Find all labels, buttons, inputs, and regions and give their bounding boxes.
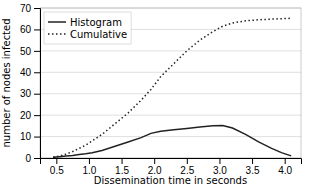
y-axis: 0 10 20 30 40 50 60 70: [20, 3, 41, 164]
tick-mark: [34, 72, 40, 73]
tick-mark: [154, 158, 155, 164]
grid: [40, 8, 301, 158]
tick: 1.0: [82, 158, 96, 176]
grid-line: [40, 72, 301, 73]
tick-mark: [34, 29, 40, 30]
series-line: [53, 125, 291, 157]
tick-mark: [34, 115, 40, 116]
tick-mark: [122, 158, 123, 164]
tick-mark: [89, 158, 90, 164]
x-axis-title: Dissemination time in seconds: [94, 175, 247, 186]
tick-label: 4.0: [278, 165, 292, 176]
tick-mark: [285, 158, 286, 164]
axis-line: [34, 9, 41, 159]
legend: HistogramCumulative: [44, 12, 131, 44]
lines: [53, 18, 291, 157]
plot: 0.5 1.0 1.5 2.0 2.5 3.0 3.5 4.0 0 10 20 30 40 50 60 70 H…: [20, 3, 302, 176]
tick-label: 0: [25, 153, 31, 164]
grid-line: [40, 136, 301, 137]
tick-label: 20: [20, 110, 32, 121]
plot-frame: [40, 8, 301, 158]
tick-mark: [34, 158, 40, 159]
legend-label: Cumulative: [70, 29, 127, 40]
tick-mark: [34, 137, 40, 138]
tick: 10: [20, 131, 40, 142]
tick-mark: [252, 158, 253, 164]
tick: 2.5: [180, 158, 194, 176]
tick: 50: [20, 46, 40, 57]
tick: 30: [20, 88, 40, 99]
tick: 20: [20, 110, 40, 121]
tick: 60: [20, 24, 40, 35]
tick-mark: [187, 158, 188, 164]
tick-mark: [34, 51, 40, 52]
tick-mark: [219, 158, 220, 164]
tick: 0.5: [50, 158, 64, 176]
tick-label: 3.5: [246, 165, 260, 176]
tick-label: 0.5: [50, 165, 64, 176]
tick: 40: [20, 67, 40, 78]
tick-label: 50: [20, 46, 32, 57]
x-axis: 0.5 1.0 1.5 2.0 2.5 3.0 3.5 4.0: [41, 158, 302, 176]
tick-label: 30: [20, 88, 32, 99]
tick: 70: [20, 3, 40, 14]
legend-box: [44, 12, 131, 44]
tick-mark: [34, 94, 40, 95]
tick-label: 60: [20, 24, 32, 35]
series-line: [53, 18, 291, 157]
grid-line: [40, 50, 301, 51]
tick: 1.5: [115, 158, 129, 176]
tick-label: 40: [20, 67, 32, 78]
tick: 2.0: [148, 158, 162, 176]
tick-mark: [34, 8, 40, 9]
tick: 3.5: [246, 158, 260, 176]
chart: 0.5 1.0 1.5 2.0 2.5 3.0 3.5 4.0 0 10 20 30 40 50 60 70 H…: [0, 0, 313, 188]
axis-line: [41, 159, 302, 165]
y-axis-title: number of nodes infected: [1, 18, 12, 147]
legend-swatch: [48, 33, 66, 35]
tick-label: 70: [20, 3, 32, 14]
grid-line: [40, 115, 301, 116]
tick: 3.0: [213, 158, 227, 176]
tick-mark: [56, 158, 57, 164]
grid-line: [40, 93, 301, 94]
legend-label: Histogram: [70, 17, 122, 28]
legend-swatch: [48, 21, 66, 23]
tick-label: 10: [20, 131, 32, 142]
tick: 4.0: [278, 158, 292, 176]
tick: 0: [25, 153, 40, 164]
